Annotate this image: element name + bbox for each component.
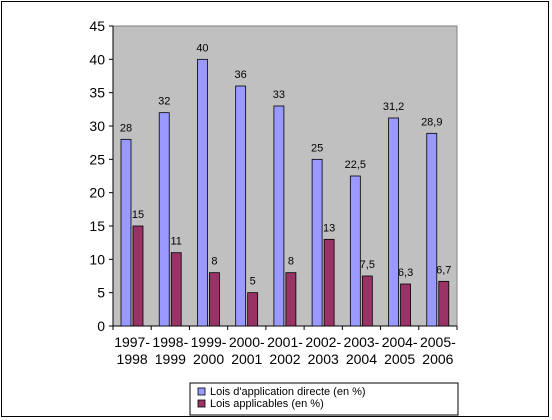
bar-lois-application-directe — [349, 175, 361, 327]
x-tick-label: 2004- — [382, 334, 418, 350]
legend-box — [189, 382, 459, 416]
x-tick-label: 2005 — [384, 351, 415, 367]
y-tick-label: 20 — [89, 185, 105, 201]
bar-lois-applicables — [438, 280, 450, 327]
data-label: 32 — [158, 96, 170, 108]
x-tick-label: 1997- — [114, 334, 150, 350]
x-tick-label: 2002- — [305, 334, 341, 350]
bar-lois-application-directe — [311, 158, 323, 327]
plot-area — [112, 25, 458, 327]
data-label: 36 — [235, 69, 247, 81]
x-tick-label: 2001 — [231, 351, 262, 367]
y-tick-label: 15 — [89, 218, 105, 234]
data-label: 40 — [196, 42, 208, 54]
legend-swatch-series-2 — [197, 399, 206, 408]
bar-lois-application-directe — [235, 85, 247, 327]
x-tick-label: 2005- — [420, 334, 456, 350]
data-label: 13 — [323, 222, 335, 234]
bar-lois-applicables — [209, 272, 220, 327]
data-label: 15 — [132, 209, 144, 221]
data-label: 28,9 — [421, 116, 442, 128]
bar-lois-applicables — [247, 292, 259, 327]
data-label: 6,7 — [436, 264, 451, 276]
x-tick-label: 2006 — [422, 351, 453, 367]
y-tick-label: 30 — [89, 118, 105, 134]
x-tick-label: 1998- — [152, 334, 188, 350]
data-label: 22,5 — [345, 159, 366, 171]
bar-lois-application-directe — [197, 58, 208, 327]
x-tick-label: 1999 — [155, 351, 186, 367]
bar-lois-application-directe — [120, 138, 132, 327]
data-labels: 28 15 32 11 40 8 36 5 33 8 25 13 22,5 7,5 31,2 6,3 28,9 6… — [120, 42, 452, 287]
bar-lois-applicables — [285, 272, 297, 327]
bar-lois-applicables — [170, 252, 182, 327]
bar-lois-application-directe — [426, 132, 438, 327]
y-tick-label: 40 — [89, 51, 105, 67]
bar-lois-applicables — [361, 275, 373, 327]
data-label: 25 — [311, 142, 323, 154]
x-tick-label: 2000- — [229, 334, 265, 350]
bar-lois-applicables — [132, 225, 144, 327]
x-tick-label: 2003- — [344, 334, 380, 350]
y-tick-label: 35 — [89, 85, 105, 101]
bar-lois-applicables — [323, 238, 335, 327]
bar-lois-application-directe — [388, 117, 399, 327]
y-axis-tick-labels: 0 5 10 15 20 25 30 35 40 45 — [89, 18, 105, 334]
data-label: 5 — [250, 276, 256, 288]
y-tick-label: 10 — [89, 251, 105, 267]
axes — [109, 25, 458, 330]
y-tick-label: 0 — [97, 318, 105, 334]
legend-label-series-2: Lois applicables (en %) — [210, 398, 324, 410]
data-label: 28 — [120, 122, 132, 134]
x-tick-label: 1998 — [117, 351, 148, 367]
bar-lois-application-directe — [273, 105, 285, 327]
x-tick-label: 2004 — [346, 351, 377, 367]
legend-label-series-1: Lois d'application directe (en %) — [210, 386, 366, 398]
x-tick-label: 2000 — [193, 351, 224, 367]
bar-lois-application-directe — [158, 112, 170, 327]
y-tick-label: 25 — [89, 151, 105, 167]
bars — [120, 58, 450, 327]
x-tick-label: 1999- — [191, 334, 227, 350]
legend: Lois d'application directe (en %) Lois a… — [189, 382, 459, 416]
data-label: 31,2 — [383, 101, 404, 113]
data-label: 7,5 — [360, 259, 375, 271]
data-label: 8 — [288, 256, 294, 268]
data-label: 8 — [211, 256, 217, 268]
y-tick-label: 5 — [97, 285, 105, 301]
data-label: 6,3 — [398, 267, 413, 279]
bar-lois-applicables — [400, 283, 411, 327]
x-tick-label: 2001- — [267, 334, 303, 350]
data-label: 33 — [273, 89, 285, 101]
legend-swatch-series-1 — [197, 387, 206, 396]
x-tick-label: 2003 — [308, 351, 339, 367]
x-tick-label: 2002 — [269, 351, 300, 367]
y-tick-label: 45 — [89, 18, 105, 34]
data-label: 11 — [171, 236, 182, 248]
